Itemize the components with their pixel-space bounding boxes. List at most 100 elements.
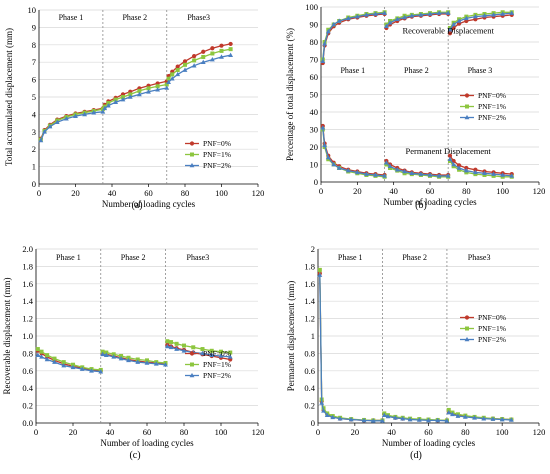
panel-label: (d) [410,450,422,461]
data-point [427,11,433,16]
y-tick-label: 0.0 [22,418,33,428]
panel-label: (a) [131,200,142,211]
data-point [192,58,197,63]
data-point [463,15,469,21]
data-point [491,12,496,17]
data-point [508,417,514,422]
data-point [500,11,506,16]
x-tick-label: 80 [461,427,470,437]
y-tick-label: 0 [32,179,36,189]
data-point [387,20,393,25]
legend-entry: PNF=0% [478,91,506,100]
y-tick-label: 20 [310,142,319,152]
data-point [409,13,415,18]
data-point [200,350,205,356]
legend-entry: PNF=1% [203,360,231,369]
series-line [322,125,385,176]
y-tick-label: 9 [32,22,36,32]
legend-entry: PNF=0% [478,313,506,322]
legend-entry: PNF=2% [203,371,231,380]
y-tick-label: 30 [310,125,319,135]
y-tick-label: 80 [310,37,319,47]
y-tick-label: 7 [32,57,36,67]
phase-label: Phase 2 [404,66,429,75]
y-tick-label: 1.6 [304,279,315,289]
data-point [324,412,330,417]
data-point [100,109,106,114]
data-point [168,344,174,350]
data-point [219,48,224,53]
data-point [330,414,336,420]
x-tick-label: 20 [69,427,78,437]
data-point [210,46,215,51]
data-point [436,173,442,178]
data-point [435,417,441,423]
data-point [113,99,119,105]
data-point [119,354,124,359]
series-PNF=1% [317,267,514,423]
x-axis-title: Number of loading cycles [383,197,477,207]
legend-entry: PNF=0% [203,349,231,358]
y-tick-label: 0.8 [22,348,33,358]
data-point [169,76,175,81]
data-point [446,407,451,412]
x-tick-label: 100 [215,188,228,198]
x-axis-title: Number of loading cycles [100,438,194,448]
data-point [228,41,233,47]
data-point [426,417,431,423]
data-point [373,172,378,177]
data-point [100,351,105,357]
data-point [155,87,161,92]
data-point [462,414,468,419]
y-axis-title: Total accumulated displacement (mm) [4,28,14,166]
series-line [322,12,385,62]
data-point [144,360,150,365]
series-PNF=2% [38,52,234,143]
panel-label: (b) [415,200,427,211]
data-point [100,349,105,354]
data-point [345,168,351,173]
x-tick-label: 20 [71,188,80,198]
y-tick-label: 70 [310,55,319,65]
data-point [61,362,67,368]
data-point [111,352,116,357]
data-point [120,97,126,102]
y-tick-label: 0 [314,177,318,187]
phase-label: Phase 2 [121,253,146,262]
y-tick-label: 1.6 [22,279,33,289]
phase-label: Phase 1 [59,13,84,22]
x-tick-label: 20 [351,427,360,437]
y-tick-label: 6 [32,75,36,85]
data-point [39,354,44,359]
data-point [337,416,343,421]
data-point [35,347,40,352]
phase-label: Phase 1 [340,66,365,75]
data-point [170,72,175,77]
data-point [42,129,47,134]
data-point [364,12,369,17]
data-point [509,173,515,178]
data-point [509,10,515,15]
data-point [482,13,487,18]
data-point [384,23,389,29]
data-point [331,21,337,27]
data-point [228,47,233,52]
legend-marker [465,104,469,109]
data-point [447,31,453,36]
data-point [456,163,462,168]
data-point [200,59,206,64]
y-axis-title: Percentage of total displacement (%) [285,28,295,161]
x-tick-label: 0 [319,186,323,196]
data-point [73,113,78,118]
data-point [219,43,224,48]
data-point [381,412,387,417]
phase-label: Phase 2 [122,13,147,22]
data-point [174,341,179,346]
data-point [384,160,389,165]
y-tick-label: 40 [310,107,319,117]
x-tick-label: 80 [462,186,471,196]
legend-marker [189,141,195,146]
x-tick-label: 100 [215,427,228,437]
x-tick-label: 40 [389,186,398,196]
data-point [155,84,160,89]
